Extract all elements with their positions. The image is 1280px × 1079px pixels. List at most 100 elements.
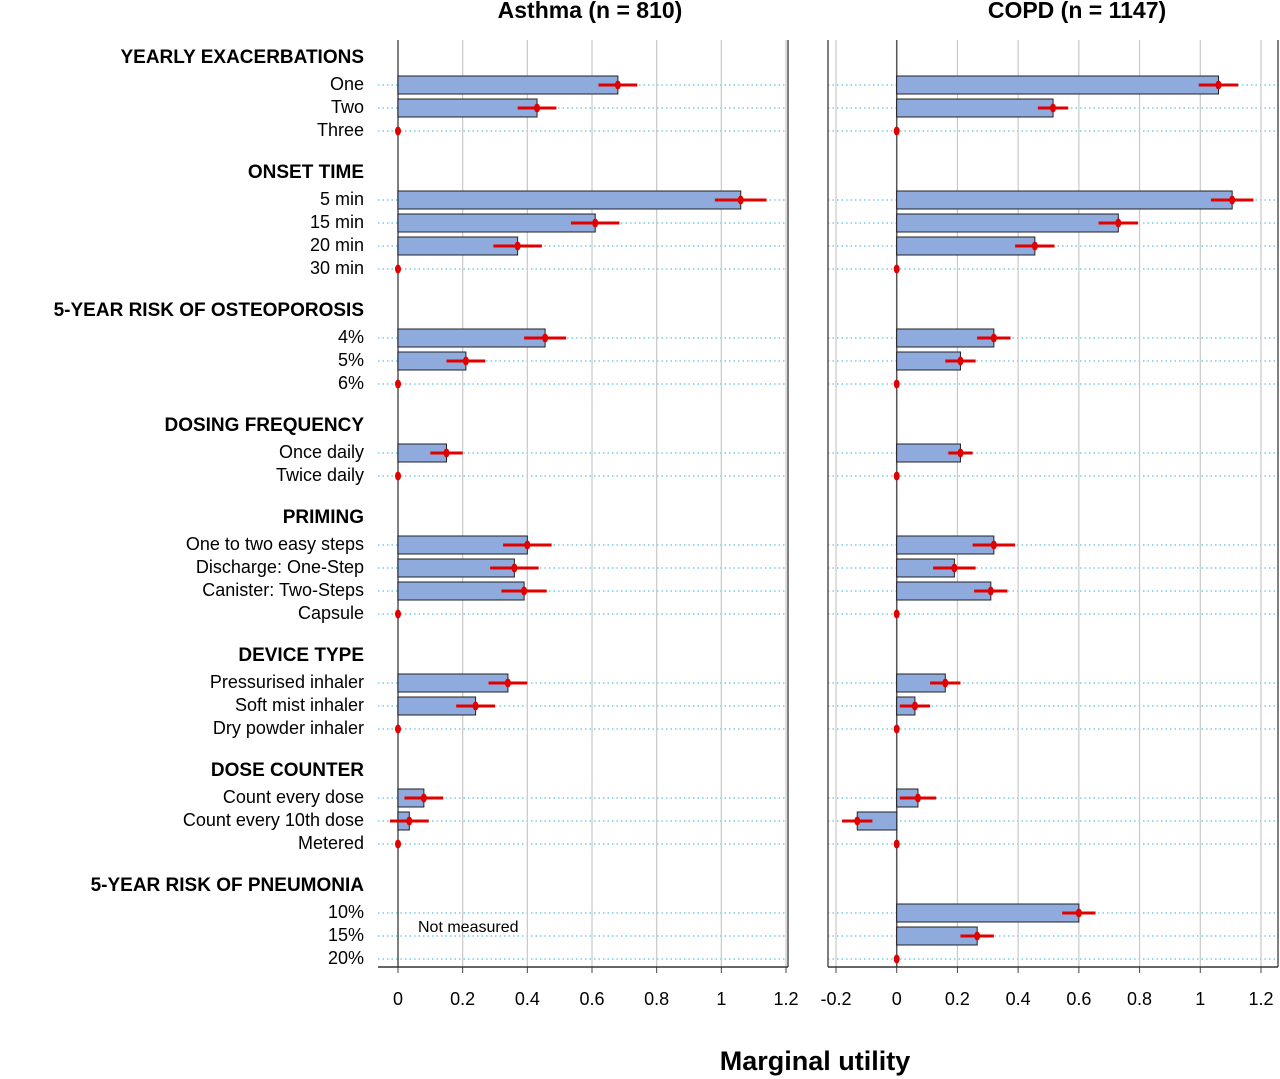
y-tick-label: One to two easy steps (186, 534, 364, 554)
point (406, 816, 413, 826)
point (395, 724, 401, 734)
point (420, 793, 427, 803)
x-tick-label: 0.8 (644, 989, 669, 1009)
point (1031, 241, 1038, 251)
point (443, 448, 450, 458)
point (395, 609, 401, 619)
point (472, 701, 479, 711)
point (893, 379, 900, 389)
y-tick-label: Metered (298, 833, 364, 853)
point (893, 264, 900, 274)
y-tick-label: One (330, 74, 364, 94)
point (534, 103, 541, 113)
point (951, 563, 958, 573)
point (737, 195, 744, 205)
point (893, 609, 900, 619)
group-title: 5-YEAR RISK OF OSTEOPOROSIS (54, 300, 364, 321)
group-title: DOSE COUNTER (211, 760, 364, 781)
point (911, 701, 918, 711)
x-tick-label: 0 (393, 989, 403, 1009)
point (395, 126, 401, 136)
bar (896, 75, 1219, 95)
y-tick-label: Count every dose (223, 787, 364, 807)
x-tick-label: 1 (1195, 989, 1205, 1009)
point (395, 839, 401, 849)
group-title: 5-YEAR RISK OF PNEUMONIA (91, 875, 365, 896)
x-tick-label: 1 (716, 989, 726, 1009)
y-tick-label: 5% (338, 350, 364, 370)
point (893, 724, 900, 734)
point (592, 218, 599, 228)
x-tick-label: 1.2 (773, 989, 798, 1009)
bar (896, 190, 1233, 210)
point (514, 241, 521, 251)
x-tick-label: 0.2 (450, 989, 475, 1009)
bar (896, 903, 1080, 923)
y-tick-label: 15% (328, 925, 364, 945)
group-title: PRIMING (283, 507, 364, 528)
bar (896, 98, 1054, 118)
annotation: Not measured (418, 919, 519, 936)
panel-title: COPD (n = 1147) (988, 0, 1166, 23)
x-tick-label: -0.2 (820, 989, 851, 1009)
point (987, 586, 994, 596)
point (854, 816, 861, 826)
x-tick-label: 0.6 (579, 989, 604, 1009)
y-tick-label: Two (331, 97, 364, 117)
y-tick-label: Capsule (298, 603, 364, 623)
point (511, 563, 518, 573)
y-tick-label: Soft mist inhaler (235, 695, 364, 715)
y-tick-label: Count every 10th dose (183, 810, 364, 830)
panel-title: Asthma (n = 810) (498, 0, 683, 23)
y-tick-label: 6% (338, 373, 364, 393)
y-tick-label: 10% (328, 902, 364, 922)
y-tick-label: 5 min (320, 189, 364, 209)
point (504, 678, 511, 688)
point (957, 356, 964, 366)
x-axis-label: Marginal utility (720, 1046, 911, 1076)
x-tick-label: 0.4 (515, 989, 540, 1009)
point (990, 333, 997, 343)
y-tick-label: 15 min (310, 212, 364, 232)
point (893, 471, 900, 481)
point (395, 471, 401, 481)
x-tick-label: 0.6 (1066, 989, 1091, 1009)
bar (397, 98, 538, 118)
x-tick-label: 1.2 (1248, 989, 1273, 1009)
y-tick-label: Canister: Two-Steps (202, 580, 364, 600)
point (1050, 103, 1057, 113)
bar (397, 213, 596, 233)
point (893, 126, 900, 136)
group-title: ONSET TIME (248, 162, 364, 183)
group-title: DOSING FREQUENCY (164, 415, 364, 436)
x-tick-label: 0.4 (1006, 989, 1031, 1009)
y-tick-label: Once daily (279, 442, 364, 462)
point (1115, 218, 1122, 228)
x-tick-label: 0 (892, 989, 902, 1009)
bar (397, 75, 619, 95)
point (462, 356, 469, 366)
y-tick-label: Discharge: One-Step (196, 557, 364, 577)
point (974, 931, 981, 941)
point (914, 793, 921, 803)
y-tick-label: 20% (328, 948, 364, 968)
y-tick-label: Dry powder inhaler (213, 718, 364, 738)
y-tick-label: Three (317, 120, 364, 140)
point (395, 264, 401, 274)
point (1215, 80, 1222, 90)
point (942, 678, 949, 688)
bar (896, 213, 1119, 233)
y-tick-label: Pressurised inhaler (210, 672, 364, 692)
y-tick-label: 30 min (310, 258, 364, 278)
x-tick-label: 0.8 (1127, 989, 1152, 1009)
y-tick-label: 4% (338, 327, 364, 347)
point (542, 333, 549, 343)
point (893, 954, 900, 964)
y-tick-label: Twice daily (276, 465, 364, 485)
point (524, 540, 531, 550)
y-tick-label: 20 min (310, 235, 364, 255)
bar (397, 328, 546, 348)
x-tick-label: 0.2 (945, 989, 970, 1009)
point (957, 448, 964, 458)
